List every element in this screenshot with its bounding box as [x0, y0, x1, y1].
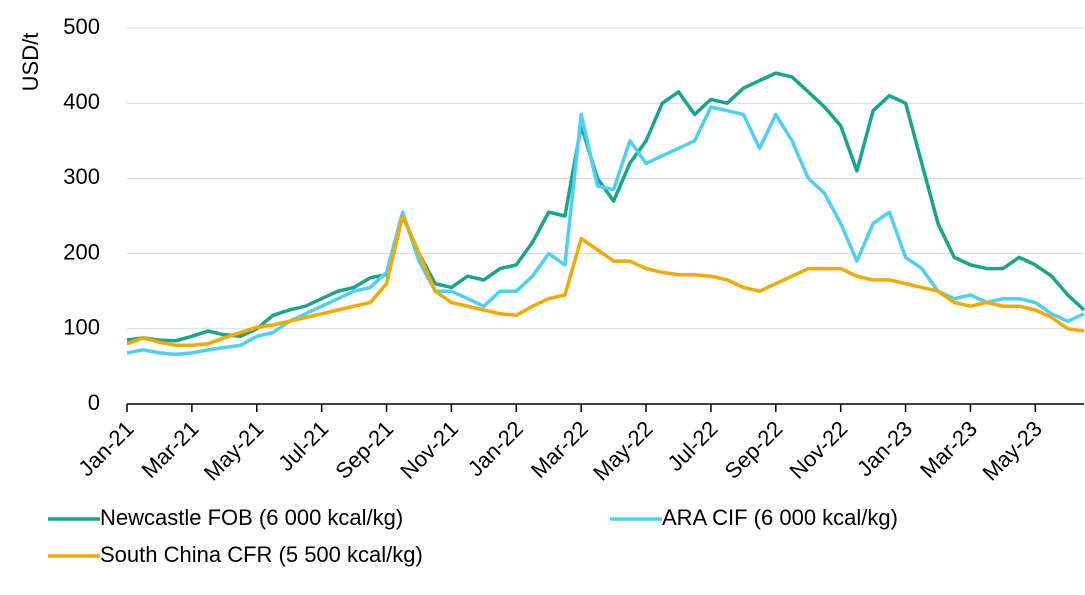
legend-label: Newcastle FOB (6 000 kcal/kg)	[100, 505, 403, 530]
x-tick-label: Jul-21	[273, 416, 333, 476]
x-tick-label: Jan-22	[463, 416, 528, 481]
y-axis-label: USD/t	[18, 33, 43, 92]
line-series	[126, 214, 1085, 348]
line-series	[126, 71, 1085, 343]
legend-label: ARA CIF (6 000 kcal/kg)	[662, 505, 898, 530]
x-tick-label: Nov-21	[395, 416, 463, 484]
x-tick-label: Jan-23	[852, 416, 917, 481]
x-tick-label: Mar-23	[915, 416, 982, 483]
y-tick-label: 0	[88, 390, 100, 415]
x-tick-label: May-23	[977, 416, 1047, 486]
y-tick-label: 300	[63, 164, 100, 189]
x-tick-label: Sep-21	[330, 416, 398, 484]
y-tick-label: 100	[63, 315, 100, 340]
x-tick-label: Mar-21	[137, 416, 204, 483]
y-tick-label: 500	[63, 14, 100, 39]
x-tick-label: Mar-22	[526, 416, 593, 483]
x-tick-label: Jan-21	[73, 416, 138, 481]
x-tick-label: May-22	[588, 416, 658, 486]
x-tick-label: Nov-22	[785, 416, 853, 484]
y-tick-label: 200	[63, 239, 100, 264]
y-tick-label: 400	[63, 89, 100, 114]
x-tick-label: May-21	[199, 416, 269, 486]
x-tick-label: Jul-22	[663, 416, 723, 476]
legend-label: South China CFR (5 500 kcal/kg)	[100, 542, 423, 567]
x-tick-label: Sep-22	[720, 416, 788, 484]
